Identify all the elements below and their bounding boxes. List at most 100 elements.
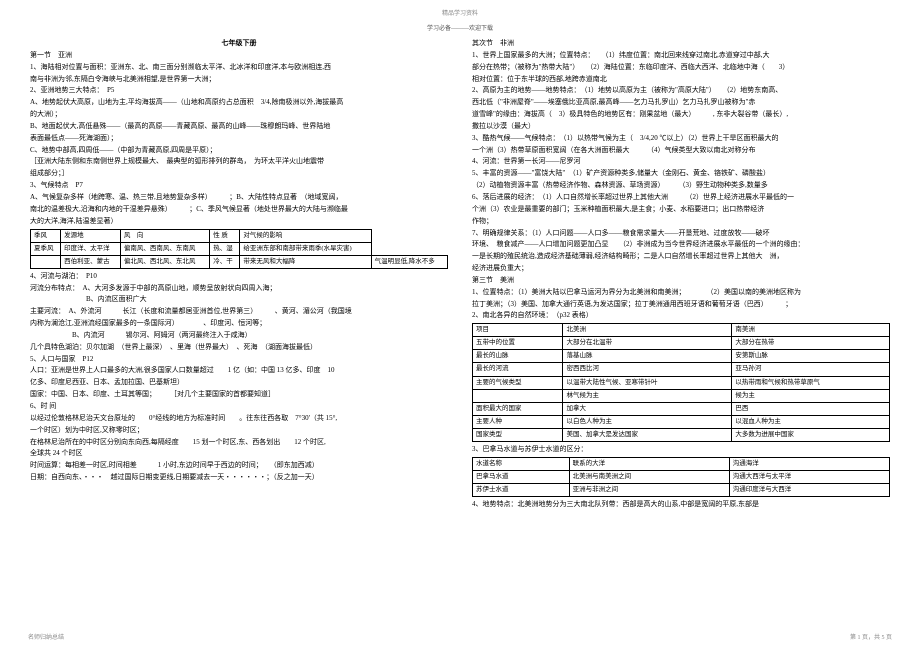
table-cell: 候为主: [732, 389, 890, 402]
text-line: 6、落后进展的经济： （1）人口自然增长率超过世界上其他大洲 （2）世界上经济进…: [472, 192, 890, 203]
table-cell: 五带中的位置: [473, 337, 563, 350]
table-cell: [31, 255, 61, 268]
text-line: 4、地势特点：北美洲地势分为三大南北队列带：西部是高大的山系,中部是宽阔的平原,…: [472, 499, 890, 510]
text-line: 6、时 间: [30, 401, 448, 412]
table-cell: 密西西比河: [563, 363, 732, 376]
text-line: 7、明确规律关系：（1）人口问题——人口多——粮食需求量大——开垦荒地、过度放牧…: [472, 228, 890, 239]
table-cell: 国家类型: [473, 428, 563, 441]
table-cell: 最长的山脉: [473, 350, 563, 363]
text-line: A、地势起伏大高原，山地为主,平均海拔高——（山地和高原约占总面积 3/4,除南…: [30, 97, 448, 108]
monsoon-table: 季风发源地风 向性 质对气候的影响夏季风印度洋、太平洋偏南风、西南风、东南风热、…: [30, 229, 448, 269]
table-row: 苏伊士水道亚洲与非洲之间沟通印度洋与大西洋: [473, 483, 890, 496]
text-line: 个洲（3）农业是最重要的部门；玉米种植面积最大,是主食；小麦、水稻要进口；出口热…: [472, 204, 890, 215]
text-line: 2、亚洲地势三大特点： P5: [30, 85, 448, 96]
table-row: 最长的山脉落基山脉安第斯山脉: [473, 350, 890, 363]
table-cell: 气温明显低,降水不多: [371, 255, 447, 268]
text-line: 4、河流与湖泊： P10: [30, 271, 448, 282]
table-row: 面积最大的国家加拿大巴西: [473, 402, 890, 415]
continent-compare-table: 项目北美洲南美洲五带中的位置大部分在北温带大部分在热带最长的山脉落基山脉安第斯山…: [472, 323, 890, 442]
table-row: 林气候为主候为主: [473, 389, 890, 402]
text-line: 全球共 24 个时区: [30, 448, 448, 459]
table-header-cell: 沟通海洋: [729, 457, 889, 470]
table-cell: 大多数为进展中国家: [732, 428, 890, 441]
table-header-cell: 风 向: [120, 229, 209, 242]
text-line: 3、气候特点 P7: [30, 180, 448, 191]
text-line: 拉丁美洲；（3）美国、加拿大通行英语,为发达国家；拉丁美洲通用西班牙语和葡萄牙语…: [472, 299, 890, 310]
text-line: 4、河流：世界第一长河——尼罗河: [472, 156, 890, 167]
table-cell: 沟通印度洋与大西洋: [729, 483, 889, 496]
text-line: 3、酷热气候——气候特点： （1）以热带气候为主（ 3/4,20 ℃以上）（2）…: [472, 133, 890, 144]
text-line: 一个洲（3）热带草原面积宽阔（在各大洲面积最大 （4）气候类型大致以南北对称分布: [472, 145, 890, 156]
table-header-cell: 项目: [473, 324, 563, 337]
text-line: 日期：自西向东、・・・ 越过国际日期变更线,日期要减去一天・・・・・・；（反之加…: [30, 472, 448, 483]
table-cell: 面积最大的国家: [473, 402, 563, 415]
table-cell: 巴西: [732, 402, 890, 415]
table-cell: 主要的气候类型: [473, 376, 563, 389]
text-line: 几个具特色湖泊：贝尔加湖 （世界上最深） 、里海（世界最大） 、死海 （湖面海拔…: [30, 342, 448, 353]
text-line: C、地势中部高,四周低——（中部为青藏高原,四周是平原）；: [30, 145, 448, 156]
text-line: 部分在热带；（被称为"热带大陆"） （2）海陆位置：东临印度洋、西临大西洋、北临…: [472, 62, 890, 73]
table-cell: 冷、干: [210, 255, 240, 268]
text-line: 第三节 美洲: [472, 275, 890, 286]
table-header-cell: 性 质: [210, 229, 240, 242]
text-line: B、内流区面积广大: [30, 294, 448, 305]
table-cell: 大部分在北温带: [563, 337, 732, 350]
table-row: 巴拿马水道北美洲与南美洲之间沟通大西洋与太平洋: [473, 470, 890, 483]
text-line: 大的大洋,海洋,陆温差显著）: [30, 216, 448, 227]
text-line: 1、位置特点：（1）美洲大陆以巴拿马运河为界分为北美洲和南美洲； （2）美国以南…: [472, 287, 890, 298]
text-line: 3、巴拿马水道与苏伊士水道的区分：: [472, 444, 890, 455]
text-line: 1、世界上国家最多的大洲；位置特点： （1）纬度位置：南北回来线穿过南北,赤道穿…: [472, 50, 890, 61]
text-line: 国家：中国、日本、印度、土耳其等国； ［对几个主要国家的首都要知道］: [30, 389, 448, 400]
table-cell: 夏季风: [31, 242, 61, 255]
text-line: 人口：亚洲是世界上人口最多的大洲,很多国家人口数量超过 1 亿（如：中国 13 …: [30, 365, 448, 376]
table-cell: 苏伊士水道: [473, 483, 570, 496]
table-row: 夏季风印度洋、太平洋偏南风、西南风、东南风热、湿给亚洲东部和南部带来雨季(水旱灾…: [31, 242, 448, 255]
text-line: 第一节 亚洲: [30, 50, 448, 61]
table-cell: 北美洲与南美洲之间: [569, 470, 729, 483]
table-cell: 亚洲与非洲之间: [569, 483, 729, 496]
table-cell: 以混血人种为主: [732, 415, 890, 428]
table-cell: 亚马孙河: [732, 363, 890, 376]
text-line: 内称为澜沧江,亚洲流经国家最多的一条国际河） 、印度河、恒河等；: [30, 318, 448, 329]
left-column: 七年级下册 第一节 亚洲1、海陆相对位置与面积：亚洲东、北、南三面分别濒临太平洋…: [30, 38, 448, 511]
table-cell: 主要人种: [473, 415, 563, 428]
text-line: 主要河流： A、外流河 长江（长度和流量都居亚洲首位,世界第三） 、黄河、湄公河…: [30, 306, 448, 317]
text-line: 5、人口与国家 P12: [30, 354, 448, 365]
text-line: 在格林尼治所在的中时区分别向东向西,每隔经度 15 划一个时区,东、西各划出 1…: [30, 437, 448, 448]
table-cell: 西伯利亚、蒙古: [61, 255, 121, 268]
text-line: 的大洲）；: [30, 109, 448, 120]
text-line: 2、南北各异的自然环境： （p32 表格）: [472, 310, 890, 321]
header-subtitle: 学习必备———欢迎下载: [0, 17, 920, 38]
table-cell: 林气候为主: [563, 389, 732, 402]
table-cell: 以热带雨和气候和热带草原气: [732, 376, 890, 389]
text-line: 一是长期的殖民统治,造成经济基础薄弱,经济结构畸形；二是人口自然增长率超过世界上…: [472, 251, 890, 262]
text-line: 其次节 非洲: [472, 38, 890, 49]
text-line: A、气候复杂多样（地跨寒、温、热三带,且地势复杂多样） ；B、大陆性特点显著 （…: [30, 192, 448, 203]
table-header-cell: 北美洲: [563, 324, 732, 337]
text-line: （2）动植物资源丰富（热带经济作物、森林资源、草场资源） （3）野生动物种类多,…: [472, 180, 890, 191]
table-header-cell: 对气候的影响: [240, 229, 371, 242]
table-row: 西伯利亚、蒙古偏北风、西北风、东北风冷、干带来无风和大幅降气温明显低,降水不多: [31, 255, 448, 268]
text-line: 经济进展负重大；: [472, 263, 890, 274]
table-cell: 偏南风、西南风、东南风: [120, 242, 209, 255]
text-line: 5、丰富的资源——"富饶大陆" （1）矿产资源种类多,储量大（金刚石、黄金、铬铁…: [472, 168, 890, 179]
text-line: ［亚洲大陆东侧和东南侧世界上规模最大、 最典型的弧形排列的群岛， 为环太平洋火山…: [30, 156, 448, 167]
table-cell: 给亚洲东部和南部带来雨季(水旱灾害): [240, 242, 371, 255]
text-line: B、地面起伏大,高低悬殊——（最高的高原——青藏高原、最高的山峰——珠穆朗玛峰、…: [30, 121, 448, 132]
text-line: 1、海陆相对位置与面积：亚洲东、北、南三面分别濒临太平洋、北冰洋和印度洋,本与欧…: [30, 62, 448, 73]
text-line: 南北的温差极大,沿海和内地的干湿差异悬殊） ；C、季风气候显著（地处世界最大的大…: [30, 204, 448, 215]
footer-left: 名师归纳总结: [28, 632, 64, 641]
table-cell: 印度洋、太平洋: [61, 242, 121, 255]
text-line: 环境、 粮食减产——人口增加问题更加凸显 （2）非洲成为当今世界经济进展水平最低…: [472, 239, 890, 250]
table-row: 最长的河流密西西比河亚马孙河: [473, 363, 890, 376]
two-column-layout: 七年级下册 第一节 亚洲1、海陆相对位置与面积：亚洲东、北、南三面分别濒临太平洋…: [0, 38, 920, 511]
text-line: 以经过伦敦格林尼治天文台原址的 0°经线的地方为标准时间 。往东往西各取 7°3…: [30, 413, 448, 424]
table-cell: 以白色人种为主: [563, 415, 732, 428]
table-cell: 落基山脉: [563, 350, 732, 363]
text-line: 表面最低点——死海湖面）；: [30, 133, 448, 144]
table-cell: 热、湿: [210, 242, 240, 255]
table-cell: 美国、加拿大是发达国家: [563, 428, 732, 441]
right-column: 其次节 非洲1、世界上国家最多的大洲；位置特点： （1）纬度位置：南北回来线穿过…: [472, 38, 890, 511]
text-line: 时间运算：每相差一时区,时间相差 1 小时,东边时间早于西边的时间； （即东加西…: [30, 460, 448, 471]
table-cell: 大部分在热带: [732, 337, 890, 350]
